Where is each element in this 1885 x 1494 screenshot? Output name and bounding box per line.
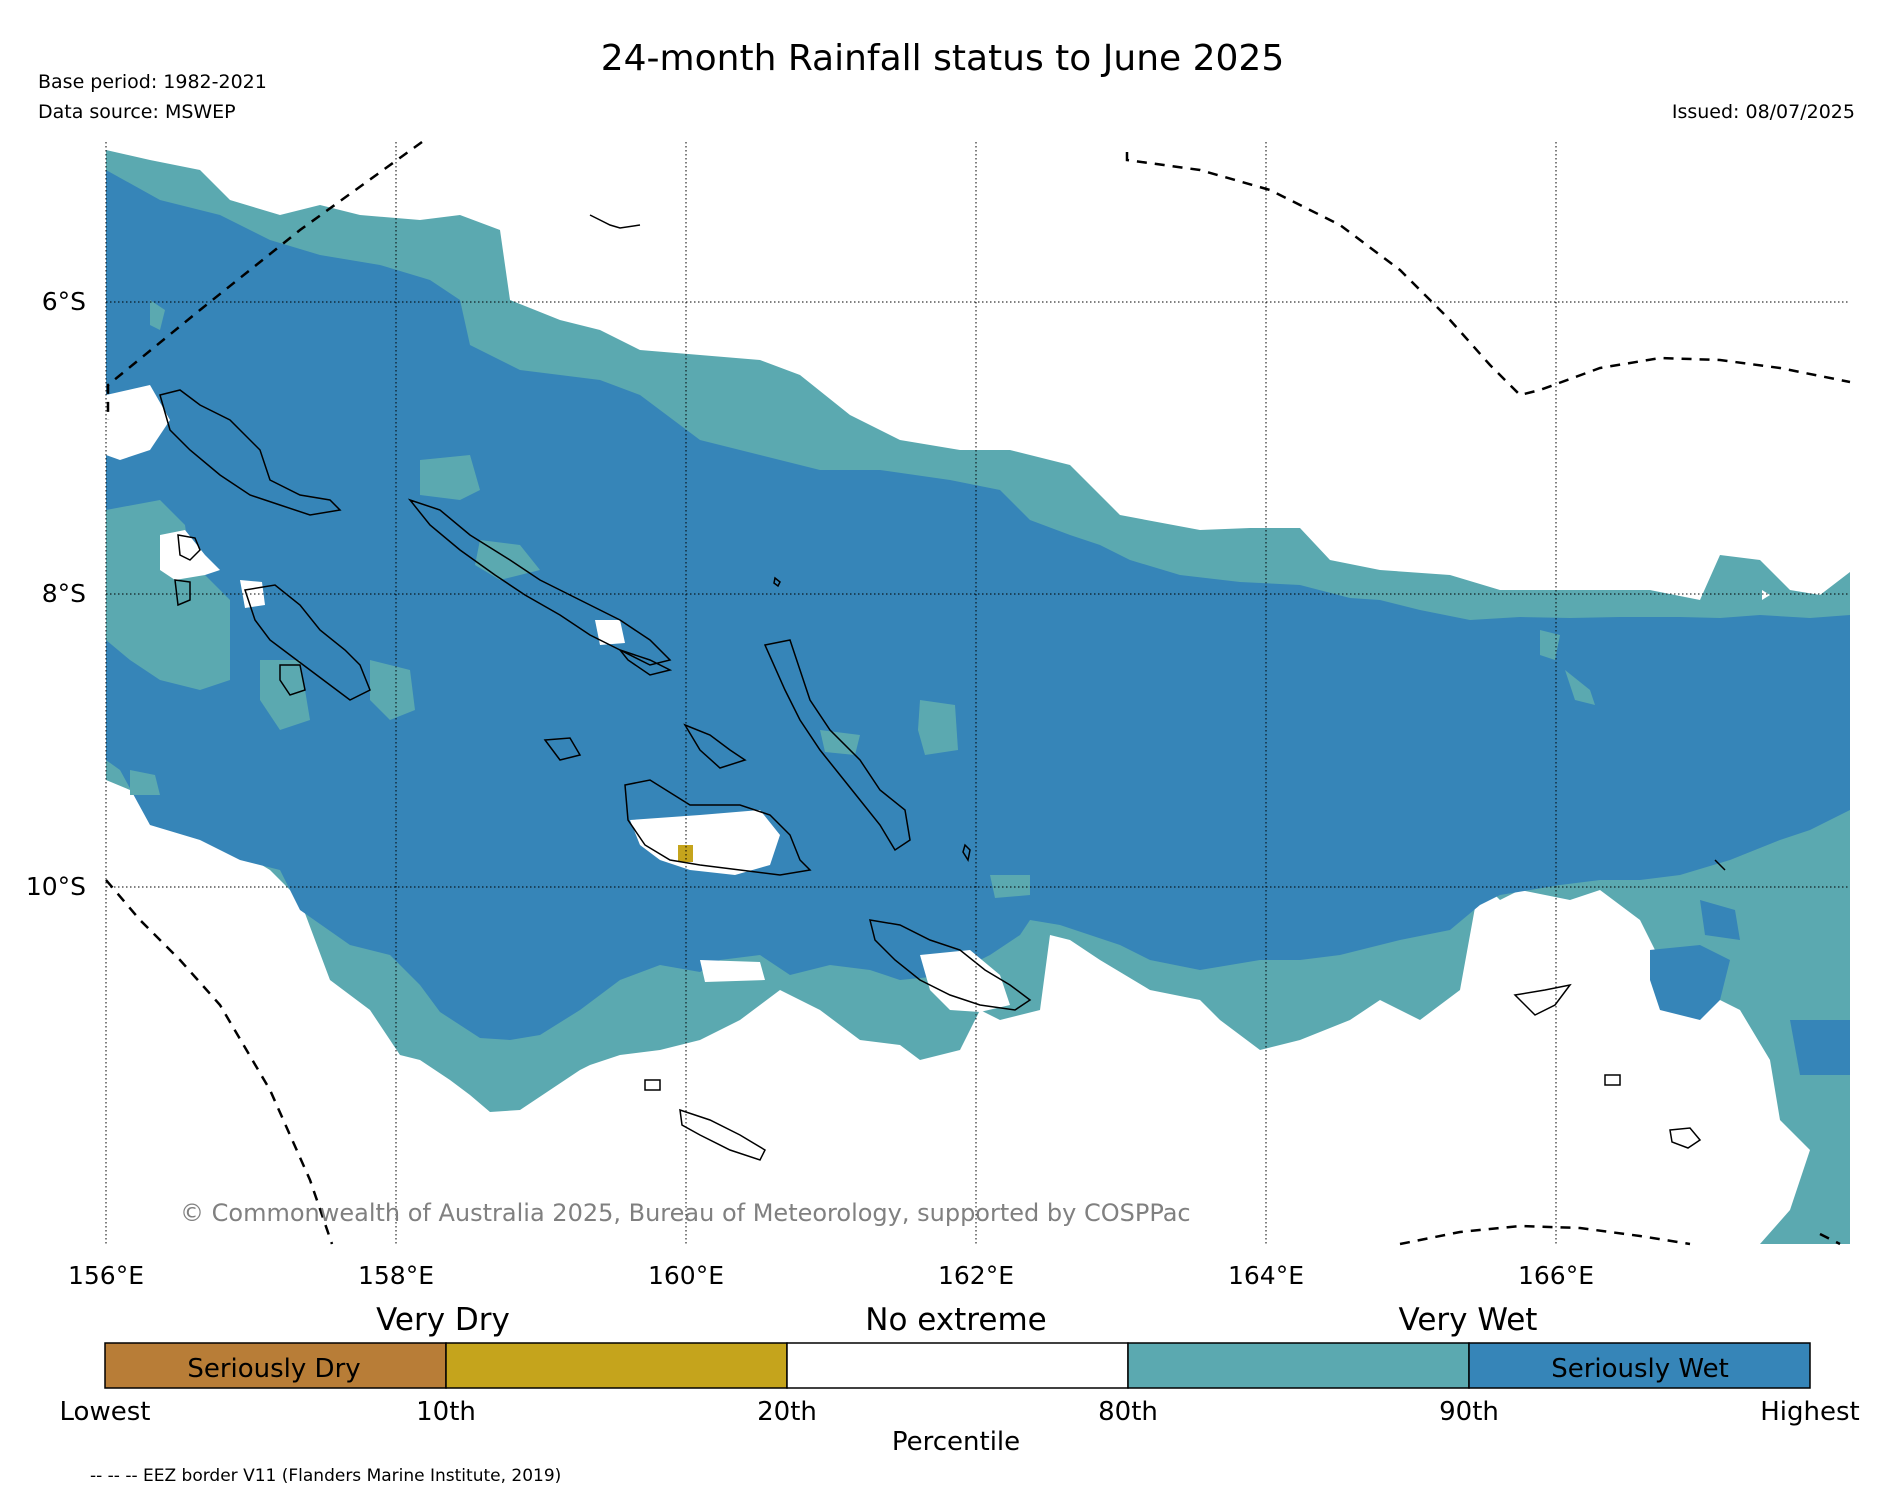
- legend-colorbar: [104, 1342, 1811, 1389]
- very-wet-patch: [260, 660, 310, 730]
- seriously-wet-patch: [1790, 1020, 1850, 1075]
- malaita-coast: [763, 639, 911, 852]
- reef-islands-coast: [1604, 1074, 1621, 1086]
- data-source-note: Data source: MSWEP: [38, 101, 236, 123]
- tick-90th: 90th: [1439, 1397, 1499, 1427]
- legend-no-extreme-swatch: [786, 1342, 1129, 1389]
- tick-lowest: Lowest: [60, 1397, 151, 1427]
- legend-seriously-wet-label: Seriously Wet: [1551, 1354, 1729, 1384]
- bougainville-coast: [159, 389, 342, 516]
- category-very-wet: Very Wet: [1399, 1302, 1538, 1338]
- no-extreme-region: [595, 620, 625, 645]
- russell-coast: [543, 737, 582, 761]
- lon-label-164e: 164°E: [1228, 1261, 1304, 1290]
- lon-label-162e: 162°E: [938, 1261, 1014, 1290]
- gridlines: [105, 142, 1850, 1244]
- category-no-extreme: No extreme: [865, 1302, 1046, 1338]
- very-wet-patch: [1540, 630, 1560, 660]
- vanikoro-coast: [1669, 1127, 1702, 1149]
- vella-lavella-coast: [174, 579, 191, 607]
- choiseul-coast: [407, 498, 672, 666]
- lon-label-166e: 166°E: [1518, 1261, 1594, 1290]
- seriously-wet-region: [106, 170, 1850, 1040]
- very-wet-patch: [130, 770, 160, 795]
- lon-label-156e: 156°E: [68, 1261, 144, 1290]
- guadalcanal-coast: [624, 779, 812, 876]
- bellona-coast: [644, 1079, 661, 1091]
- category-very-dry: Very Dry: [376, 1302, 510, 1338]
- very-wet-patch: [918, 700, 958, 755]
- no-extreme-region: [160, 530, 220, 580]
- very-wet-patch: [420, 455, 480, 500]
- legend-very-dry-swatch: [445, 1342, 788, 1389]
- no-extreme-region: [1495, 900, 1545, 980]
- very-wet-patch: [106, 500, 230, 690]
- issued-date: Issued: 08/07/2025: [1671, 101, 1855, 123]
- very-wet-patch: [820, 730, 860, 755]
- no-extreme-region: [700, 960, 765, 982]
- santa-isabel-coast: [617, 648, 673, 676]
- eez-border-note: -- -- -- EEZ border V11 (Flanders Marine…: [90, 1466, 562, 1486]
- makira-coast: [868, 919, 1032, 1011]
- eez-borders: [105, 140, 1851, 1246]
- lat-label-10s: 10°S: [26, 872, 86, 901]
- tick-10th: 10th: [416, 1397, 476, 1427]
- no-extreme-region: [1762, 590, 1770, 600]
- ontong-java-coast: [589, 214, 641, 229]
- ulawa-coast: [962, 843, 971, 862]
- shortland-coast: [177, 534, 201, 561]
- copyright-notice: © Commonwealth of Australia 2025, Bureau…: [180, 1199, 1191, 1227]
- coastlines: [159, 214, 1726, 1161]
- base-period-note: Base period: 1982-2021: [38, 71, 267, 93]
- very-dry-pixel: [678, 845, 693, 862]
- no-extreme-region: [920, 950, 1010, 1012]
- tick-highest: Highest: [1760, 1397, 1860, 1427]
- rendova-coast: [279, 664, 306, 696]
- lat-label-6s: 6°S: [42, 287, 86, 316]
- legend-seriously-wet-swatch: [1468, 1342, 1811, 1389]
- seriously-wet-patch: [1700, 900, 1740, 940]
- new-georgia-coast: [244, 584, 371, 701]
- very-wet-patch: [150, 300, 165, 330]
- map-title: 24-month Rainfall status to June 2025: [600, 38, 1285, 79]
- sikaiana-coast: [773, 576, 781, 588]
- lat-label-8s: 8°S: [42, 579, 86, 608]
- legend-seriously-dry-swatch: [104, 1342, 447, 1389]
- legend-seriously-dry-label: Seriously Dry: [187, 1354, 360, 1384]
- tick-80th: 80th: [1098, 1397, 1158, 1427]
- nggela-coast: [683, 723, 747, 769]
- no-extreme-region: [106, 385, 170, 460]
- rennell-coast: [679, 1108, 766, 1161]
- percentile-axis-label: Percentile: [892, 1427, 1020, 1457]
- very-wet-patch: [370, 660, 415, 720]
- legend-very-wet-swatch: [1127, 1342, 1470, 1389]
- duff-coast: [1714, 859, 1726, 871]
- very-wet-patch: [1565, 670, 1595, 705]
- santa-cruz-coast: [1513, 983, 1572, 1016]
- lon-label-160e: 160°E: [648, 1261, 724, 1290]
- seriously-wet-patch: [1650, 945, 1730, 1020]
- tick-20th: 20th: [757, 1397, 817, 1427]
- lon-label-158e: 158°E: [358, 1261, 434, 1290]
- rainfall-fields: [106, 150, 1850, 1244]
